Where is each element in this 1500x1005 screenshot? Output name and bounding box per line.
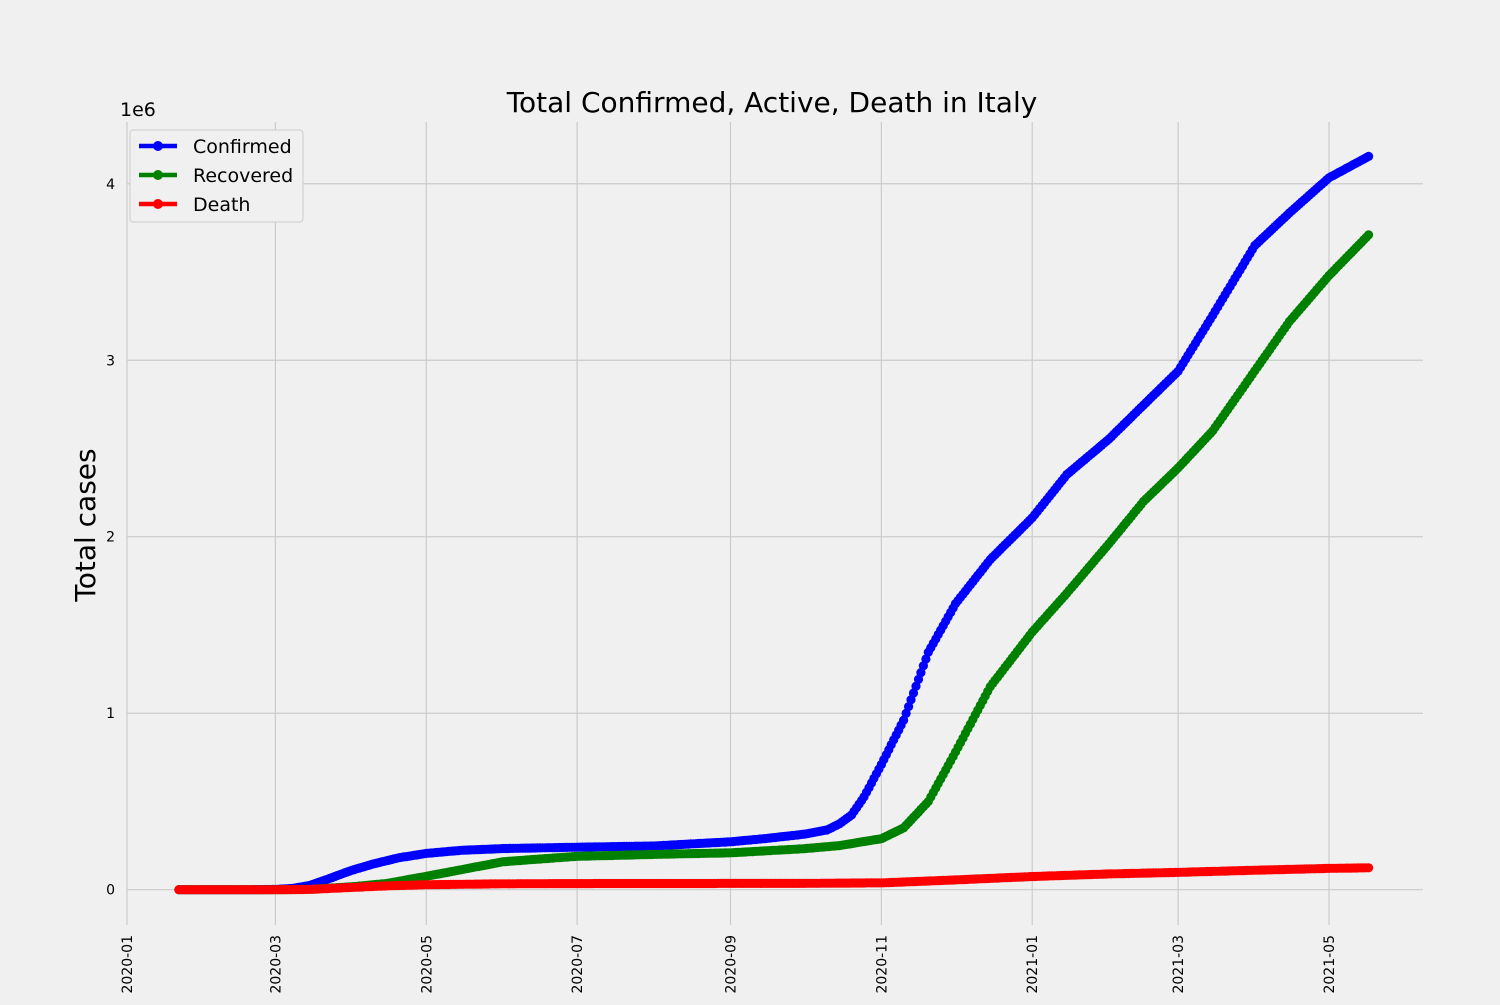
y-tick-label: 3 (106, 353, 115, 369)
series-group (174, 151, 1374, 895)
data-point (1364, 151, 1374, 161)
y-offset-label: 1e6 (120, 99, 156, 121)
legend-box (129, 129, 304, 223)
grid (126, 122, 1423, 925)
series-death (174, 863, 1374, 895)
x-tick-label: 2021-03 (1171, 935, 1187, 994)
x-tick-label: 2021-05 (1322, 935, 1338, 994)
x-tick-label: 2020-07 (570, 935, 586, 994)
legend-item-recovered: Recovered (139, 165, 293, 187)
data-point (1364, 230, 1374, 240)
legend: Confirmed Recovered Death (129, 129, 304, 223)
data-point (1364, 863, 1374, 873)
x-tick-label: 2020-03 (268, 935, 284, 994)
legend-item-death: Death (139, 194, 250, 216)
y-tick-label: 4 (106, 177, 115, 193)
y-axis-label: Total cases (69, 448, 102, 602)
legend-item-confirmed: Confirmed (139, 136, 292, 158)
x-tick-label: 2020-09 (723, 935, 739, 994)
x-tick-labels: 2020-01 2020-03 2020-05 2020-07 2020-09 2020-… (120, 935, 1338, 994)
legend-swatch-marker (153, 199, 163, 209)
plot-area-background (127, 122, 1423, 925)
x-tick-label: 2020-01 (120, 935, 136, 994)
legend-swatch-marker (153, 170, 163, 180)
y-tick-label: 2 (106, 530, 115, 546)
chart-title: Total Confirmed, Active, Death in Italy (506, 86, 1038, 119)
legend-label: Confirmed (193, 136, 292, 158)
x-tick-label: 2021-01 (1025, 935, 1041, 994)
y-tick-label: 1 (106, 706, 115, 722)
series-recovered (174, 230, 1374, 895)
y-tick-label: 0 (106, 883, 115, 899)
legend-label: Recovered (193, 165, 293, 187)
y-tick-labels: 0 1 2 3 4 (106, 177, 115, 899)
legend-label: Death (193, 194, 250, 216)
x-tick-label: 2020-11 (874, 935, 890, 994)
x-tick-label: 2020-05 (419, 935, 435, 994)
legend-swatch-marker (153, 141, 163, 151)
